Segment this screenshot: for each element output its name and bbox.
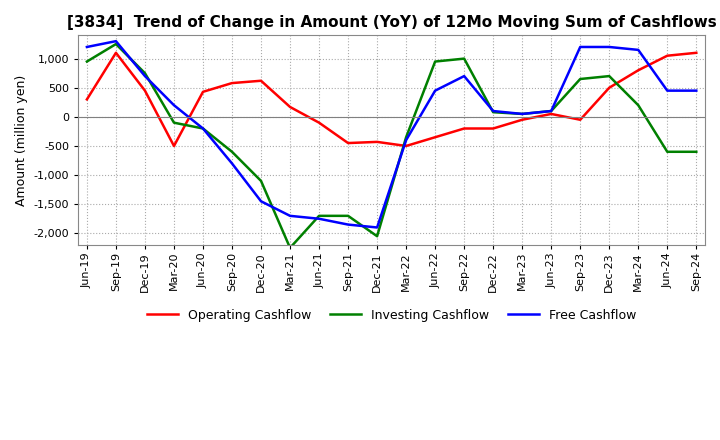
Free Cashflow bbox=[315, 216, 323, 221]
Free Cashflow bbox=[140, 73, 149, 79]
Operating Cashflow bbox=[315, 120, 323, 125]
Free Cashflow bbox=[547, 108, 556, 114]
Operating Cashflow bbox=[257, 78, 266, 84]
Investing Cashflow bbox=[112, 41, 120, 47]
Investing Cashflow bbox=[634, 103, 642, 108]
Free Cashflow bbox=[402, 138, 410, 143]
Investing Cashflow bbox=[343, 213, 352, 219]
Investing Cashflow bbox=[170, 120, 179, 125]
Free Cashflow bbox=[228, 161, 236, 166]
Line: Operating Cashflow: Operating Cashflow bbox=[87, 53, 696, 146]
Investing Cashflow bbox=[83, 59, 91, 64]
Operating Cashflow bbox=[343, 140, 352, 146]
Free Cashflow bbox=[692, 88, 701, 93]
Operating Cashflow bbox=[83, 97, 91, 102]
Operating Cashflow bbox=[547, 111, 556, 117]
Free Cashflow bbox=[343, 222, 352, 227]
Free Cashflow bbox=[373, 225, 382, 230]
Free Cashflow bbox=[112, 39, 120, 44]
Operating Cashflow bbox=[286, 104, 294, 110]
Free Cashflow bbox=[431, 88, 439, 93]
Investing Cashflow bbox=[315, 213, 323, 219]
Operating Cashflow bbox=[373, 139, 382, 144]
Operating Cashflow bbox=[518, 117, 526, 122]
Free Cashflow bbox=[605, 44, 613, 50]
Free Cashflow bbox=[170, 103, 179, 108]
Operating Cashflow bbox=[460, 126, 469, 131]
Operating Cashflow bbox=[576, 117, 585, 122]
Investing Cashflow bbox=[431, 59, 439, 64]
Operating Cashflow bbox=[402, 143, 410, 149]
Investing Cashflow bbox=[373, 234, 382, 239]
Investing Cashflow bbox=[460, 56, 469, 61]
Free Cashflow bbox=[663, 88, 672, 93]
Operating Cashflow bbox=[170, 143, 179, 149]
Legend: Operating Cashflow, Investing Cashflow, Free Cashflow: Operating Cashflow, Investing Cashflow, … bbox=[142, 304, 642, 327]
Line: Investing Cashflow: Investing Cashflow bbox=[87, 44, 696, 248]
Investing Cashflow bbox=[402, 135, 410, 140]
Operating Cashflow bbox=[431, 135, 439, 140]
Free Cashflow bbox=[518, 111, 526, 117]
Free Cashflow bbox=[576, 44, 585, 50]
Y-axis label: Amount (million yen): Amount (million yen) bbox=[15, 74, 28, 206]
Line: Free Cashflow: Free Cashflow bbox=[87, 41, 696, 227]
Operating Cashflow bbox=[140, 88, 149, 93]
Operating Cashflow bbox=[663, 53, 672, 59]
Free Cashflow bbox=[83, 44, 91, 50]
Investing Cashflow bbox=[140, 70, 149, 76]
Free Cashflow bbox=[634, 47, 642, 52]
Investing Cashflow bbox=[489, 110, 498, 115]
Investing Cashflow bbox=[576, 77, 585, 82]
Operating Cashflow bbox=[489, 126, 498, 131]
Operating Cashflow bbox=[112, 50, 120, 55]
Investing Cashflow bbox=[605, 73, 613, 79]
Investing Cashflow bbox=[286, 245, 294, 250]
Investing Cashflow bbox=[518, 111, 526, 117]
Operating Cashflow bbox=[199, 89, 207, 95]
Free Cashflow bbox=[460, 73, 469, 79]
Investing Cashflow bbox=[547, 108, 556, 114]
Free Cashflow bbox=[199, 126, 207, 131]
Investing Cashflow bbox=[257, 178, 266, 183]
Free Cashflow bbox=[489, 108, 498, 114]
Operating Cashflow bbox=[228, 81, 236, 86]
Investing Cashflow bbox=[692, 149, 701, 154]
Investing Cashflow bbox=[663, 149, 672, 154]
Investing Cashflow bbox=[228, 149, 236, 154]
Operating Cashflow bbox=[634, 68, 642, 73]
Free Cashflow bbox=[286, 213, 294, 219]
Title: [3834]  Trend of Change in Amount (YoY) of 12Mo Moving Sum of Cashflows: [3834] Trend of Change in Amount (YoY) o… bbox=[67, 15, 716, 30]
Investing Cashflow bbox=[199, 126, 207, 131]
Operating Cashflow bbox=[605, 85, 613, 90]
Operating Cashflow bbox=[692, 50, 701, 55]
Free Cashflow bbox=[257, 198, 266, 204]
